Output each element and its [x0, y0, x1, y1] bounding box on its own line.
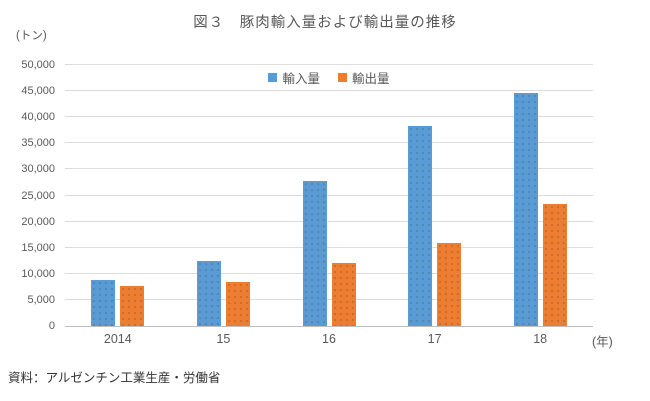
chart-title: 図３ 豚肉輸入量および輸出量の推移: [193, 15, 457, 31]
source-note: 資料：アルゼンチン工業生産・労働省: [8, 371, 221, 385]
bar-import-2014: [91, 279, 116, 326]
gridline-5000: [65, 298, 593, 300]
gridline-35000: [65, 142, 593, 144]
gridline-45000: [65, 90, 593, 92]
bar-import-17: [408, 125, 433, 326]
y-axis-label-50000: 50,000: [21, 59, 55, 71]
y-axis-label-25000: 25,000: [21, 189, 55, 202]
legend-label-export: 輸出量: [352, 72, 390, 86]
x-axis-unit-label: (年): [592, 335, 613, 349]
gridline-10000: [65, 272, 593, 274]
x-axis-label-18: 18: [533, 332, 548, 346]
y-axis-label-15000: 15,000: [21, 241, 55, 254]
bar-import-15: [196, 260, 221, 326]
x-axis-label-2014: 2014: [103, 332, 132, 346]
gridline-15000: [65, 246, 593, 248]
bar-export-18: [542, 204, 567, 326]
bar-export-16: [331, 262, 356, 326]
y-axis-label-0: 0: [48, 320, 55, 332]
plot-area: 輸入量 輸出量: [65, 64, 593, 327]
legend-swatch-import-icon: [268, 73, 278, 82]
x-axis-label-17: 17: [427, 332, 442, 346]
gridline-25000: [65, 194, 593, 196]
gridline-20000: [65, 220, 593, 222]
x-axis-label-16: 16: [322, 332, 336, 346]
y-axis-label-40000: 40,000: [21, 111, 55, 124]
y-axis-label-5000: 5,000: [27, 293, 55, 306]
y-axis-label-45000: 45,000: [21, 85, 55, 98]
y-axis-label-30000: 30,000: [21, 163, 55, 176]
y-axis-label-35000: 35,000: [21, 137, 55, 150]
x-axis-label-15: 15: [216, 332, 231, 346]
legend-item-export: 輸出量: [338, 68, 390, 87]
chart-legend: 輸入量 輸出量: [65, 68, 593, 87]
gridline-40000: [65, 116, 593, 118]
gridline-30000: [65, 168, 593, 170]
bar-export-2014: [120, 285, 145, 326]
bar-export-17: [437, 243, 462, 326]
bar-import-16: [302, 181, 327, 326]
y-axis-label-20000: 20,000: [21, 215, 55, 228]
bar-export-15: [225, 282, 250, 326]
y-axis-unit-label: (トン): [16, 30, 47, 42]
bar-import-18: [513, 93, 538, 326]
gridline-50000: [65, 64, 593, 65]
legend-swatch-export-icon: [338, 73, 347, 82]
legend-item-import: 輸入量: [268, 68, 320, 87]
y-axis-label-10000: 10,000: [21, 267, 55, 280]
legend-label-import: 輸入量: [282, 72, 320, 86]
